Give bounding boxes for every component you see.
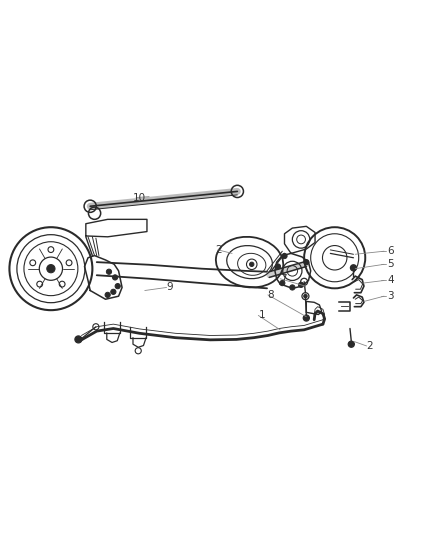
Circle shape [298, 282, 304, 287]
Circle shape [113, 275, 118, 280]
Circle shape [111, 289, 116, 294]
Circle shape [75, 336, 82, 343]
Text: 3: 3 [387, 291, 394, 301]
Circle shape [276, 264, 281, 269]
Text: 7: 7 [280, 274, 287, 284]
Text: 8: 8 [267, 290, 274, 300]
Circle shape [350, 265, 357, 271]
Circle shape [304, 294, 307, 298]
Circle shape [290, 285, 295, 290]
Circle shape [303, 315, 309, 321]
Text: 6: 6 [387, 246, 394, 256]
Circle shape [280, 280, 285, 286]
Circle shape [105, 292, 110, 297]
Text: 5: 5 [387, 260, 394, 269]
Circle shape [250, 262, 254, 266]
Circle shape [106, 269, 112, 274]
Circle shape [304, 260, 309, 265]
Circle shape [348, 341, 354, 348]
Text: 2: 2 [215, 245, 223, 255]
Circle shape [282, 253, 287, 259]
Text: 9: 9 [167, 282, 173, 293]
Text: 2: 2 [366, 341, 373, 351]
Text: 10: 10 [133, 192, 146, 203]
Text: 1: 1 [258, 310, 265, 320]
Circle shape [115, 284, 120, 289]
Text: 4: 4 [387, 276, 394, 286]
Circle shape [47, 264, 55, 273]
